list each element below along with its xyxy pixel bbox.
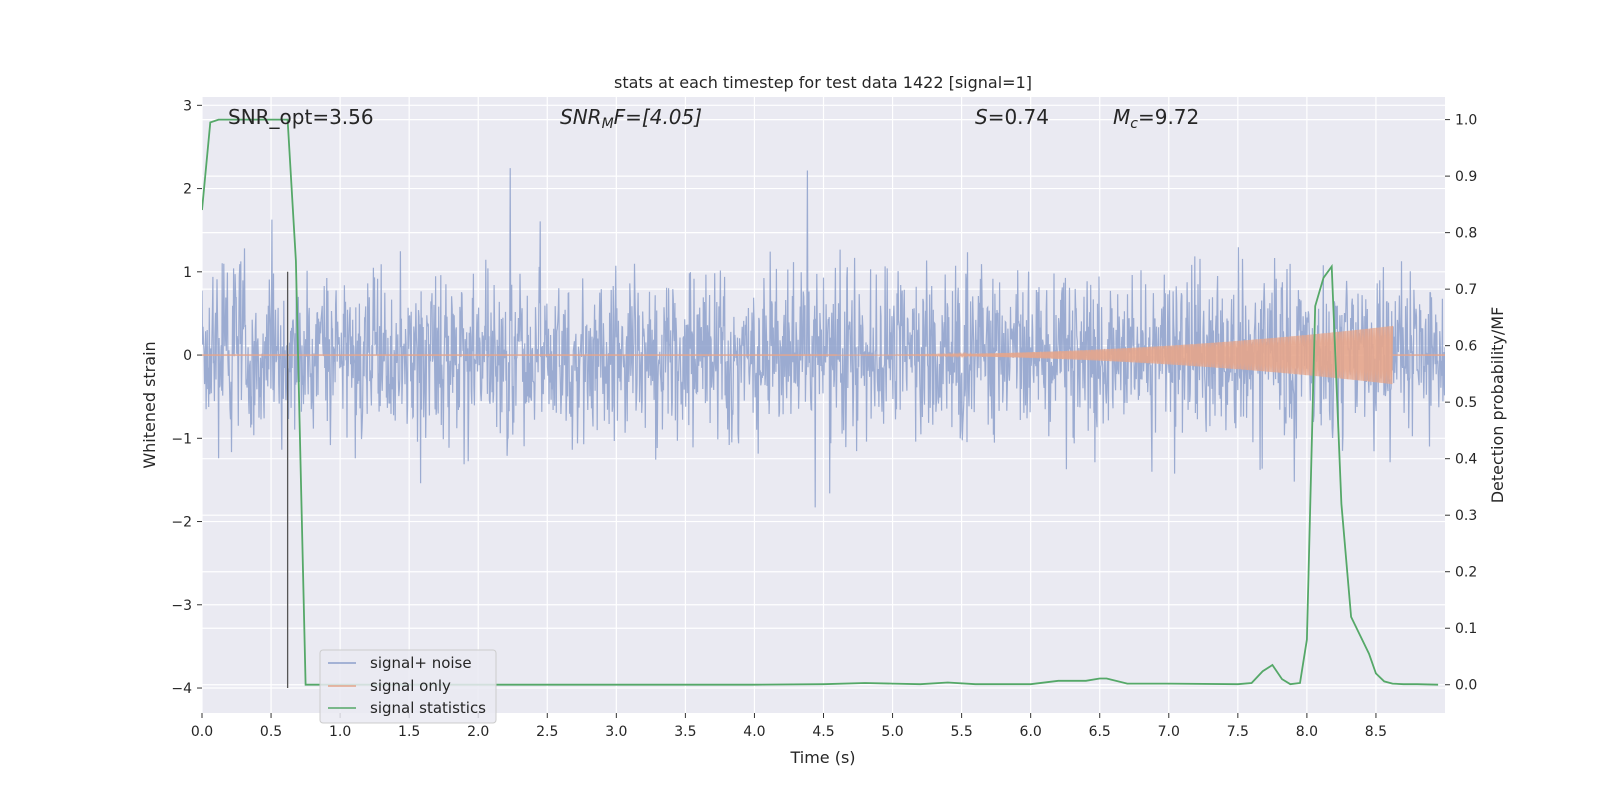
- legend-label-statistics: signal statistics: [370, 699, 486, 717]
- x-tick-label: 5.0: [881, 724, 903, 740]
- x-tick-label: 8.5: [1365, 724, 1387, 740]
- legend-box: [319, 649, 497, 724]
- signal-only-series: [202, 325, 1445, 385]
- noise-series: [202, 168, 1445, 508]
- left-y-tick-label: 0: [183, 348, 192, 364]
- left-y-tick-label: 3: [183, 98, 192, 114]
- right-y-tick-label: 0.7: [1455, 282, 1477, 298]
- left-y-tick-label: −3: [171, 598, 192, 614]
- x-tick-label: 4.5: [812, 724, 834, 740]
- x-tick-label: 7.0: [1158, 724, 1180, 740]
- x-tick-label: 6.0: [1020, 724, 1042, 740]
- x-tick-label: 7.5: [1227, 724, 1249, 740]
- right-y-tick-label: 0.6: [1455, 339, 1477, 355]
- legend: signal+ noise signal only signal statist…: [319, 649, 497, 724]
- legend-label-signal: signal only: [370, 677, 451, 695]
- mc-annotation: Mc=9.72: [1113, 105, 1199, 132]
- x-axis-label: Time (s): [789, 748, 855, 767]
- x-tick-label: 3.0: [605, 724, 627, 740]
- left-y-axis-ticks: 3 2 1 0 −1 −2 −3 −4: [171, 98, 202, 697]
- x-tick-label: 6.5: [1089, 724, 1111, 740]
- signal-chirp: [837, 325, 1393, 385]
- chart-title: stats at each timestep for test data 142…: [614, 73, 1032, 92]
- right-y-tick-label: 0.1: [1455, 621, 1477, 637]
- x-tick-label: 0.0: [191, 724, 213, 740]
- snr-opt-annotation: SNR_opt=3.56: [228, 105, 374, 129]
- right-y-tick-label: 0.5: [1455, 395, 1477, 411]
- right-y-tick-label: 0.9: [1455, 169, 1477, 185]
- x-tick-label: 5.5: [950, 724, 972, 740]
- left-y-tick-label: −2: [171, 515, 192, 531]
- snr-mf-annotation: SNRMF=[4.05]: [560, 105, 702, 132]
- x-tick-label: 0.5: [260, 724, 282, 740]
- left-y-tick-label: −4: [171, 681, 192, 697]
- right-y-tick-label: 1.0: [1455, 113, 1477, 129]
- legend-label-noise: signal+ noise: [370, 654, 472, 672]
- right-y-axis-label: Detection probability/MF: [1488, 307, 1507, 504]
- x-tick-label: 1.5: [398, 724, 420, 740]
- x-tick-label: 1.0: [329, 724, 351, 740]
- x-tick-label: 3.5: [674, 724, 696, 740]
- left-y-tick-label: 1: [183, 265, 192, 281]
- x-tick-label: 2.5: [536, 724, 558, 740]
- right-y-axis-ticks: 1.0 0.9 0.8 0.7 0.6 0.5 0.4 0.3 0.2 0.1 0.0: [1445, 113, 1477, 694]
- x-axis-ticks: 0.0 0.5 1.0 1.5 2.0 2.5 3.0 3.5 4.0 4.5 5.0 5.5 6.0 6…: [191, 713, 1387, 740]
- right-y-tick-label: 0.0: [1455, 678, 1477, 694]
- statistics-series: [202, 118, 1439, 686]
- left-y-tick-label: 2: [183, 182, 192, 198]
- statistics-line: [202, 118, 1439, 686]
- s-annotation: S=0.74: [975, 105, 1049, 129]
- left-y-axis-label: Whitened strain: [140, 341, 159, 468]
- left-y-tick-label: −1: [171, 431, 192, 447]
- right-y-tick-label: 0.4: [1455, 452, 1477, 468]
- right-y-tick-label: 0.3: [1455, 508, 1477, 524]
- right-y-tick-label: 0.8: [1455, 226, 1477, 242]
- x-tick-label: 2.0: [467, 724, 489, 740]
- x-tick-label: 4.0: [743, 724, 765, 740]
- x-tick-label: 8.0: [1296, 724, 1318, 740]
- noise-line: [202, 168, 1445, 508]
- right-y-tick-label: 0.2: [1455, 565, 1477, 581]
